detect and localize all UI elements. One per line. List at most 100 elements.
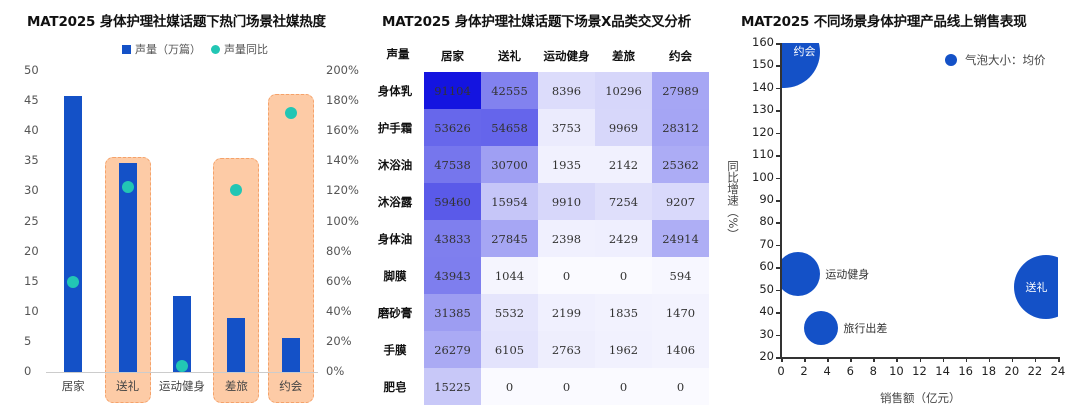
y-axis-tick-label: 40 — [24, 123, 39, 138]
heatmap-panel: MAT2025 身体护理社媒话题下场景X品类交叉分析 声量 居家 送礼 运动健身 差旅 约… — [360, 0, 720, 412]
y2-axis-tick-label: 20% — [326, 333, 352, 348]
bubble-inside-label: 约会 — [793, 44, 816, 58]
bar-3 — [227, 317, 246, 372]
heatmap-title: MAT2025 身体护理社媒话题下场景X品类交叉分析 — [382, 14, 692, 30]
bubble-y-tick-label: 30 — [759, 326, 774, 341]
heatmap-cell: 1406 — [652, 331, 709, 368]
bubble-y-tick-label: 60 — [759, 259, 774, 274]
y-axis-tick-label: 5 — [24, 333, 32, 348]
bubble-x-tick-label: 8 — [869, 364, 877, 378]
bubble-x-tick-mark — [850, 357, 852, 362]
bubble-y-tick-label: 80 — [759, 214, 774, 229]
heatmap-cell: 42555 — [481, 72, 538, 109]
bubble-y-tick-label: 50 — [759, 281, 774, 296]
heatmap-cell: 1962 — [595, 331, 652, 368]
x-axis-category-label: 约会 — [279, 379, 303, 393]
y-axis-tick-label: 35 — [24, 153, 39, 168]
bubble-legend-swatch-icon — [945, 54, 957, 66]
bubble-x-tick-label: 0 — [777, 364, 785, 378]
heatmap-cell: 1835 — [595, 294, 652, 331]
heatmap-cell: 26279 — [424, 331, 481, 368]
bubble-x-tick-mark — [781, 357, 783, 362]
heatmap-cell: 2763 — [538, 331, 595, 368]
heatmap-cell: 30700 — [481, 146, 538, 183]
bubble-y-tick-mark — [776, 312, 781, 314]
bubble-x-tick-mark — [873, 357, 875, 362]
bubble-x-tick-label: 6 — [846, 364, 854, 378]
heatmap-cell: 0 — [538, 368, 595, 405]
x-axis-category-label: 差旅 — [224, 379, 248, 393]
y-axis-tick-label: 15 — [24, 273, 39, 288]
bubble-x-tick-label: 10 — [889, 364, 904, 378]
heatmap-row-label: 身体乳 — [377, 84, 413, 98]
y2-axis-tick-label: 180% — [326, 93, 359, 108]
heatmap-row-label: 身体油 — [377, 232, 413, 246]
heatmap-column-header: 约会 — [669, 49, 692, 63]
bubble-x-tick-label: 2 — [800, 364, 808, 378]
y-axis-tick-label: 50 — [24, 63, 39, 77]
bubble-y-tick-mark — [776, 244, 781, 247]
bubble-y-tick-mark — [776, 267, 781, 269]
y2-axis-tick-label: 200% — [326, 63, 359, 77]
bubble-x-tick-label: 12 — [912, 364, 927, 378]
y2-axis-tick-label: 80% — [326, 243, 352, 258]
heatmap-cell: 0 — [481, 368, 538, 405]
bubble-clip-area: 约会送礼 — [781, 43, 1058, 357]
y2-axis-tick-label: 100% — [326, 213, 359, 228]
heatmap-cell: 1044 — [481, 257, 538, 294]
heatmap-column-header: 居家 — [441, 49, 464, 63]
heatmap-cell: 10296 — [595, 72, 652, 109]
y2-axis-tick-label: 40% — [326, 303, 352, 318]
bubble-y-tick-mark — [776, 132, 781, 135]
y2-axis-tick-label: 60% — [326, 273, 352, 288]
bar-plot-area: 0 5 10 15 20 25 30 35 40 45 50 0% 20% 40% 60% 80% 100% 12… — [0, 0, 360, 412]
y-axis-tick-label: 20 — [24, 243, 39, 258]
heatmap-cell: 47538 — [424, 146, 481, 183]
bubble-x-tick-label: 22 — [1027, 364, 1043, 378]
heatmap-column-header: 运动健身 — [543, 49, 590, 63]
bubble-plot-area: 约会 送礼 运动健身 旅行出差 20 30 40 50 60 70 80 90 100 110 120 130… — [720, 0, 1080, 412]
y2-axis-tick-label: 0% — [326, 364, 345, 378]
heatmap-cell: 9969 — [595, 109, 652, 146]
heatmap-cell: 0 — [538, 257, 595, 294]
heatmap-cell: 15954 — [481, 183, 538, 220]
bubble-y-tick-label: 110 — [752, 147, 774, 162]
bubble-y-tick-mark — [776, 177, 781, 180]
heatmap-cell: 27989 — [652, 72, 709, 109]
legend-bar-swatch-icon — [122, 44, 131, 54]
heatmap-row-label: 沐浴露 — [377, 195, 413, 209]
heatmap-cell: 24914 — [652, 220, 709, 257]
bubble-outside-label: 运动健身 — [825, 268, 870, 281]
bubble-x-tick-mark — [1011, 357, 1014, 362]
bubble-x-tick-label: 4 — [823, 364, 831, 378]
heatmap-cell: 25362 — [652, 146, 709, 183]
bubble-inside-label: 送礼 — [1025, 281, 1048, 295]
heatmap-cell: 0 — [652, 368, 709, 405]
heatmap-cell: 91104 — [424, 72, 481, 109]
bubble-y-tick-mark — [776, 222, 781, 224]
heatmap-corner-label: 声量 — [386, 47, 410, 61]
bubble-y-tick-label: 90 — [759, 192, 774, 206]
bubble-x-tick-mark — [919, 357, 921, 362]
y-axis-tick-label: 10 — [24, 303, 39, 318]
heatmap-cell: 1470 — [652, 294, 709, 331]
bubble-1 — [781, 252, 821, 296]
bubble-y-tick-mark — [776, 289, 781, 292]
bubble-3 — [1014, 255, 1058, 320]
y2-axis-tick-label: 140% — [326, 153, 359, 168]
y-axis-tick-label: 45 — [24, 93, 39, 108]
bar-chart-legend: 声量（万篇） 声量同比 — [122, 41, 268, 57]
y-axis-tick-label: 0 — [24, 364, 32, 378]
bubble-x-tick-label: 16 — [958, 364, 973, 378]
heatmap-cell: 9207 — [652, 183, 709, 220]
bar-4 — [281, 338, 300, 372]
heatmap-row-label: 肥皂 — [383, 380, 407, 394]
heatmap-cell: 15225 — [424, 368, 481, 405]
heatmap-row-label: 沐浴油 — [377, 158, 413, 172]
bubble-y-tick-label: 20 — [759, 349, 774, 363]
legend-bar-label: 声量（万篇） — [135, 43, 201, 56]
bubble-y-tick-label: 120 — [752, 124, 774, 139]
bubble-y-tick-label: 140 — [752, 79, 774, 94]
heatmap-cell: 59460 — [424, 183, 481, 220]
legend-dot-swatch-icon — [211, 44, 220, 54]
